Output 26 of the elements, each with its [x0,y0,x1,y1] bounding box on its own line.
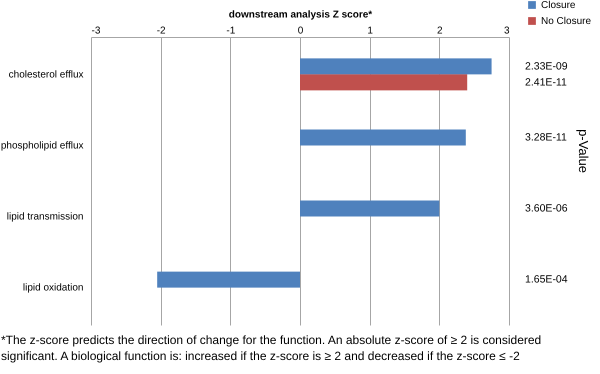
x-tick-label: -1 [226,26,236,36]
bar [300,58,492,74]
y-tick-label: lipid transmission [6,212,84,223]
y-tick-label: lipid oxidation [22,282,84,294]
legend-label: No Closure [541,16,592,27]
x-tick-label: 0 [298,26,304,36]
text: 2.41E-11 [525,76,567,88]
x-tick-label: 1 [367,26,374,36]
bar [157,272,300,288]
bar [300,200,440,217]
x-tick-label: -2 [156,26,166,36]
x-tick-label: 3 [504,26,510,36]
bar [300,74,468,90]
legend-label: Closure [541,0,576,11]
text: 1.65E-04 [525,274,568,286]
x-axis-title: downstream analysis Z score* [228,10,372,20]
x-tick-label: -3 [92,26,101,36]
text: 3.28E-11 [525,131,567,144]
text: 2.33E-09 [525,60,568,72]
text: 3.60E-06 [525,202,568,215]
text: *The z-score predicts the direction of change for the function. An absolute z-score of ≥ 2 is considered significant. A biological function is: increased if the z-score is ≥ 2 and decreased if the z-score ≤ -2 [1,333,542,363]
bar [300,129,466,146]
y-tick-label: cholesterol efflux [8,69,84,80]
y-tick-label: phospholipid efflux [0,140,84,152]
text: p-Value [576,129,591,173]
x-tick-label: 2 [437,26,444,36]
